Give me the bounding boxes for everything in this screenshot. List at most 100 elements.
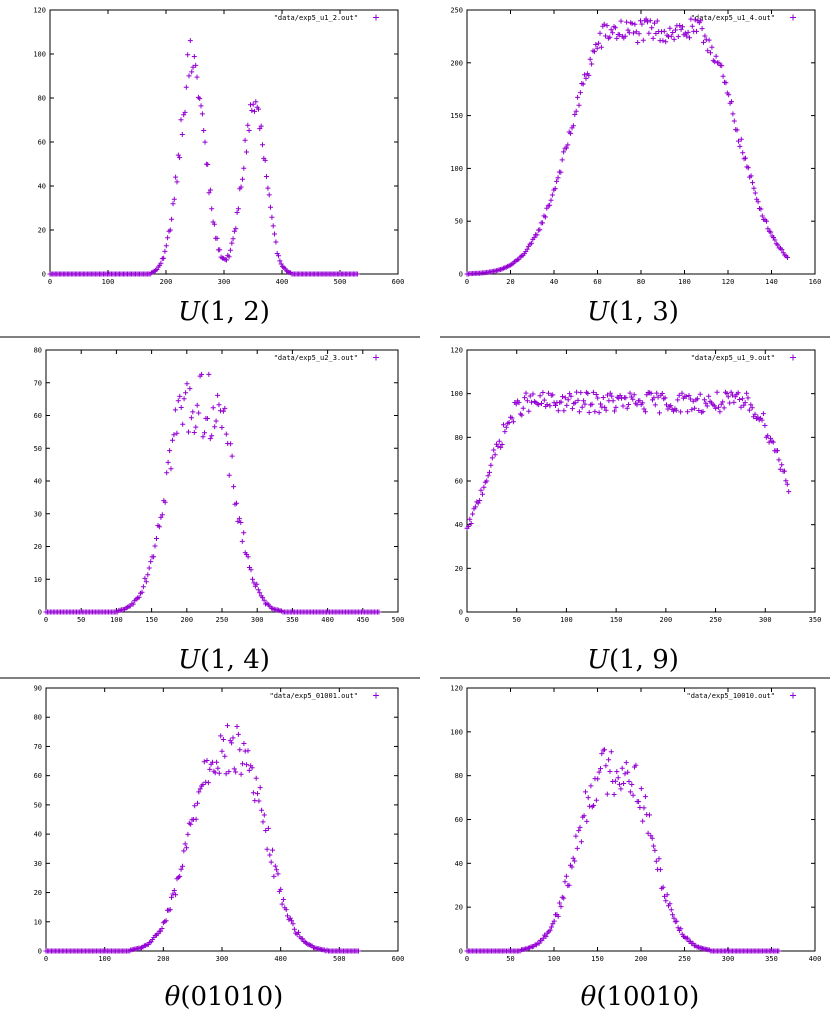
data-point: [258, 123, 264, 129]
data-point: [190, 409, 196, 415]
data-point: [595, 776, 601, 782]
data-point: [189, 69, 195, 75]
data-point: [716, 404, 721, 410]
data-point: [647, 18, 653, 24]
data-point: [555, 913, 561, 919]
data-point: [213, 418, 219, 424]
y-tick-label: 80: [34, 714, 42, 722]
x-tick-label: 100: [678, 278, 691, 286]
data-point: [168, 466, 174, 472]
data-point: [163, 918, 169, 924]
data-point: [702, 33, 708, 39]
data-point: [680, 24, 685, 30]
data-point: [477, 498, 483, 503]
data-point: [537, 227, 543, 233]
data-point: [777, 466, 783, 472]
data-point: [250, 576, 255, 582]
data-point: [163, 243, 169, 249]
data-point: [152, 543, 158, 549]
data-point: [356, 948, 361, 954]
data-point: [255, 587, 261, 593]
data-point: [267, 852, 273, 858]
data-point: [759, 417, 765, 423]
data-point: [226, 254, 232, 260]
data-point: [227, 247, 233, 253]
data-point: [583, 789, 588, 795]
x-tick-label: 40: [550, 278, 558, 286]
data-point: [697, 391, 703, 397]
data-point: [222, 405, 228, 411]
data-point: [592, 409, 598, 415]
panel-caption: θ(01010): [165, 982, 284, 1012]
data-point: [169, 894, 174, 900]
data-point: [519, 412, 525, 418]
data-point: [675, 34, 681, 40]
data-point: [506, 420, 512, 425]
data-point: [230, 735, 236, 741]
data-point: [273, 239, 279, 245]
data-point: [520, 405, 526, 411]
data-point: [785, 255, 790, 260]
data-point: [498, 444, 504, 450]
data-point: [589, 401, 595, 407]
data-point: [575, 397, 581, 403]
data-point: [253, 99, 259, 105]
data-point: [210, 405, 216, 411]
data-point: [726, 92, 732, 98]
y-tick-label: 150: [450, 112, 463, 120]
data-point: [222, 753, 228, 759]
data-point: [539, 401, 544, 406]
data-point: [536, 402, 542, 408]
data-point: [187, 38, 193, 44]
data-point: [663, 898, 669, 904]
data-point: [256, 106, 261, 112]
data-point: [264, 846, 270, 852]
x-tick-label: 100: [560, 616, 573, 624]
data-point: [706, 37, 712, 43]
data-point: [181, 848, 187, 854]
data-point: [549, 192, 555, 198]
data-point: [696, 408, 702, 413]
data-point: [661, 28, 667, 34]
data-point: [530, 391, 536, 397]
data-point: [170, 891, 176, 897]
data-point: [223, 771, 229, 777]
x-tick-label: 200: [160, 278, 173, 286]
y-tick-label: 80: [455, 772, 463, 780]
data-point: [640, 37, 646, 43]
x-tick-label: 100: [110, 616, 123, 624]
data-point: [558, 904, 564, 910]
data-point: [219, 425, 225, 430]
data-point: [204, 758, 210, 763]
legend-label: "data/exp5_01001.out": [269, 692, 358, 700]
data-point: [633, 29, 639, 35]
plot-frame: [466, 687, 816, 952]
data-point: [540, 390, 546, 395]
data-point: [714, 389, 720, 395]
data-point: [700, 409, 706, 415]
data-point: [279, 901, 285, 907]
panel-caption: U(1, 4): [178, 645, 270, 675]
data-point: [775, 242, 781, 248]
data-point: [249, 108, 255, 113]
data-point: [595, 395, 601, 401]
data-point: [738, 404, 744, 410]
data-point: [503, 424, 509, 430]
data-point: [185, 831, 191, 837]
data-point: [725, 394, 731, 400]
data-point: [779, 462, 785, 468]
data-point: [179, 132, 185, 137]
data-point: [667, 901, 673, 907]
data-point: [180, 421, 186, 427]
data-point: [577, 824, 583, 830]
data-point: [692, 17, 698, 23]
data-point: [214, 759, 220, 765]
data-point: [244, 149, 249, 155]
data-point: [265, 825, 271, 831]
data-point: [614, 769, 620, 775]
data-point: [246, 128, 252, 133]
data-point: [237, 747, 243, 753]
data-point: [198, 103, 204, 109]
y-tick-label: 90: [34, 685, 42, 693]
